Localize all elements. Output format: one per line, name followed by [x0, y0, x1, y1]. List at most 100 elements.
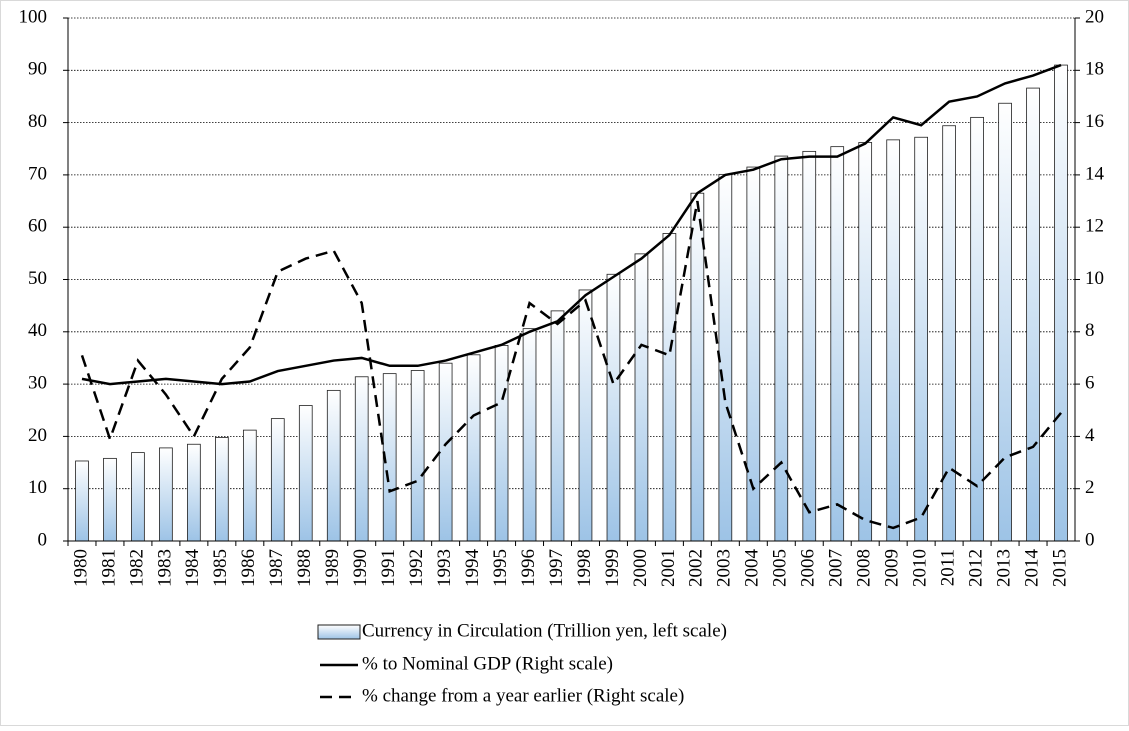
bar	[662, 233, 677, 542]
bar	[326, 389, 341, 542]
bar	[550, 310, 565, 542]
bar	[438, 362, 453, 542]
x-tick-label: 1986	[238, 549, 259, 587]
x-tick-label: 2015	[1049, 549, 1070, 587]
x-tick-label: 1991	[378, 549, 399, 587]
x-tick-label: 1990	[350, 549, 371, 587]
bar	[886, 139, 901, 542]
legend-label: % to Nominal GDP (Right scale)	[362, 653, 613, 674]
x-tick-label: 1998	[574, 549, 595, 587]
x-tick-label: 2014	[1021, 549, 1042, 588]
x-tick-label: 2012	[965, 549, 986, 587]
bar	[830, 146, 845, 542]
legend-swatch	[317, 624, 361, 640]
x-tick-label: 2008	[854, 549, 875, 587]
bar	[914, 136, 928, 542]
y-tick-label: 90	[28, 59, 47, 80]
y2-tick-label: 6	[1085, 372, 1095, 393]
bar	[159, 447, 173, 542]
bar	[270, 418, 285, 542]
x-tick-label: 2000	[630, 549, 651, 587]
y-tick-label: 30	[28, 372, 47, 393]
line	[81, 63, 1062, 386]
bar	[578, 289, 593, 542]
y-tick-label: 20	[28, 425, 47, 446]
line	[80, 200, 1062, 530]
y2-tick-label: 4	[1085, 425, 1095, 446]
x-tick-label: 2006	[798, 549, 819, 587]
y-tick-label: 80	[28, 111, 47, 132]
bar	[354, 376, 369, 542]
x-tick-label: 1993	[434, 549, 455, 587]
bar	[718, 173, 733, 542]
bar	[298, 405, 313, 542]
x-tick-label: 1987	[266, 549, 287, 587]
bar	[970, 116, 984, 542]
bar	[634, 253, 649, 542]
bar	[103, 457, 117, 542]
x-tick-label: 1981	[98, 549, 119, 587]
y2-tick-label: 2	[1085, 477, 1095, 498]
y-tick-label: 50	[28, 268, 47, 289]
y-tick-label: 40	[28, 320, 47, 341]
x-tick-label: 1985	[210, 549, 231, 587]
x-tick-label: 2004	[742, 549, 763, 588]
bar	[802, 150, 817, 542]
bar	[131, 452, 145, 542]
x-tick-label: 1983	[154, 549, 175, 587]
bar	[858, 142, 873, 542]
x-tick-label: 1982	[126, 549, 147, 587]
legend-label: Currency in Circulation (Trillion yen, l…	[362, 620, 727, 641]
y2-tick-label: 18	[1085, 59, 1104, 80]
legend-label: % change from a year earlier (Right scal…	[362, 685, 684, 706]
x-tick-label: 1997	[546, 549, 567, 587]
x-tick-label: 2013	[993, 549, 1014, 587]
x-tick-label: 1995	[490, 549, 511, 587]
y2-tick-label: 14	[1085, 163, 1105, 184]
bar	[942, 125, 956, 542]
x-tick-label: 1992	[406, 549, 427, 587]
y-tick-label: 70	[28, 163, 47, 184]
bar	[690, 192, 705, 542]
y-tick-label: 100	[19, 6, 48, 27]
x-tick-label: 1989	[322, 549, 343, 587]
y-tick-label: 0	[38, 529, 48, 550]
x-tick-label: 1988	[294, 549, 315, 587]
x-tick-label: 2002	[686, 549, 707, 587]
y2-tick-label: 16	[1085, 111, 1104, 132]
bar	[1026, 87, 1040, 542]
bar	[242, 429, 257, 542]
y2-tick-label: 10	[1085, 268, 1104, 289]
x-tick-label: 1999	[602, 549, 623, 587]
y2-tick-label: 20	[1085, 6, 1104, 27]
x-tick-label: 1996	[518, 549, 539, 587]
bar	[215, 437, 229, 542]
x-tick-label: 2005	[770, 549, 791, 587]
bar	[466, 354, 481, 542]
bar	[187, 443, 201, 542]
bar	[774, 155, 789, 542]
y-tick-label: 10	[28, 477, 47, 498]
x-tick-label: 2010	[910, 549, 931, 587]
x-tick-label: 2003	[714, 549, 735, 587]
bar	[494, 344, 509, 542]
bar	[75, 460, 89, 542]
bar	[998, 102, 1012, 542]
bar	[522, 328, 537, 542]
x-tick-label: 2011	[937, 549, 958, 586]
y2-tick-label: 8	[1085, 320, 1095, 341]
bar	[606, 273, 621, 542]
x-tick-label: 2001	[658, 549, 679, 587]
x-tick-label: 2009	[882, 549, 903, 587]
x-tick-label: 1994	[462, 549, 483, 588]
x-tick-label: 2007	[826, 549, 847, 587]
x-tick-label: 1984	[182, 549, 203, 588]
y2-tick-label: 0	[1085, 529, 1095, 550]
x-tick-label: 1980	[70, 549, 91, 587]
bar	[1054, 64, 1068, 542]
y-tick-label: 60	[28, 216, 47, 237]
bar	[410, 370, 425, 542]
y2-tick-label: 12	[1085, 216, 1104, 237]
